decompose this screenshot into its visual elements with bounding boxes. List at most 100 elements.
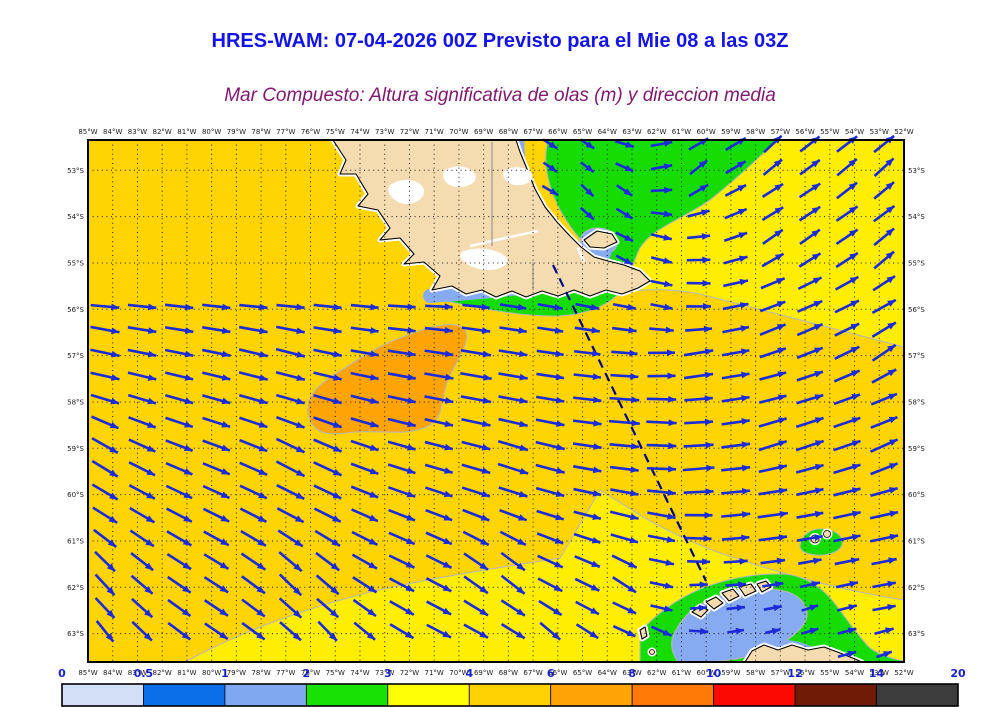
wave-direction-arrowhead — [591, 326, 600, 334]
wave-direction-arrowhead — [667, 372, 676, 380]
lon-label-bottom: 53°W — [870, 669, 889, 677]
lon-label-bottom: 77°W — [276, 669, 295, 677]
wave-direction-arrowhead — [405, 607, 414, 615]
wave-direction-arrowhead — [663, 280, 673, 288]
wave-direction-arrowhead — [849, 229, 858, 237]
wave-direction-arrowhead — [481, 420, 491, 428]
wave-direction-arrowhead — [369, 491, 379, 498]
wave-direction-arrowhead — [442, 607, 452, 615]
wave-direction-arrowhead — [849, 580, 858, 588]
wave-direction-arrowhead — [556, 467, 565, 474]
wave-direction-arrowhead — [624, 164, 634, 172]
island-dot — [649, 649, 655, 655]
wave-height-colorbar: 0 0.5 1 2 3 4 6 8 10 12 14 20 — [58, 667, 966, 707]
wave-direction-arrowhead — [105, 633, 114, 642]
wave-direction-arrowhead — [630, 466, 639, 473]
lon-label-top: 78°W — [251, 128, 270, 136]
wave-direction-arrowhead — [887, 603, 896, 611]
lon-label-bottom: 54°W — [845, 669, 864, 677]
wave-direction-arrowhead — [814, 487, 824, 495]
wave-direction-arrowhead — [741, 487, 751, 495]
wave-direction-arrowhead — [479, 630, 489, 638]
wave-direction-arrowhead — [220, 514, 230, 522]
colorbar-segment — [61, 683, 144, 707]
wave-direction-arrowhead — [553, 584, 563, 592]
wave-direction-arrowhead — [146, 468, 156, 476]
wave-direction-arrowhead — [444, 326, 453, 334]
lat-label-left: 57°S — [67, 352, 84, 360]
lon-label-bottom: 55°W — [820, 669, 839, 677]
wave-direction-arrowhead — [330, 562, 340, 571]
wave-direction-arrowhead — [219, 631, 228, 640]
wave-direction-arrowhead — [109, 492, 118, 500]
wave-direction-arrowhead — [294, 515, 304, 523]
wave-direction-arrowhead — [516, 608, 525, 616]
wave-direction-arrowhead — [442, 584, 452, 592]
wave-direction-arrowhead — [293, 587, 302, 596]
lat-label-left: 54°S — [67, 213, 84, 221]
lat-label-left: 53°S — [67, 167, 84, 175]
wave-direction-arrowhead — [887, 344, 896, 353]
wave-direction-arrowhead — [811, 253, 821, 261]
wave-direction-arrowhead — [778, 440, 787, 447]
lon-label-bottom: 78°W — [251, 669, 270, 677]
lon-label-bottom: 75°W — [326, 669, 345, 677]
colorbar-segment — [143, 683, 226, 707]
wave-direction-arrowhead — [147, 374, 157, 381]
wave-direction-arrowhead — [442, 561, 452, 568]
wave-direction-arrowhead — [585, 188, 594, 197]
wave-direction-arrowhead — [110, 397, 120, 405]
wave-direction-arrowhead — [370, 303, 379, 311]
wave-direction-arrowhead — [183, 444, 193, 452]
wave-direction-arrowhead — [741, 371, 750, 379]
wave-direction-arrowhead — [369, 467, 379, 475]
wave-direction-arrowhead — [809, 627, 819, 635]
wave-direction-arrowhead — [443, 490, 453, 498]
wave-direction-arrowhead — [625, 141, 634, 148]
lon-label-top: 66°W — [548, 128, 567, 136]
wave-direction-arrowhead — [221, 397, 231, 405]
wave-direction-arrowhead — [106, 563, 116, 572]
wave-direction-arrowhead — [850, 346, 860, 354]
wave-direction-arrowhead — [370, 373, 379, 381]
axis-labels: 85°W 85°W 84°W 84°W 83°W 83°W 82°W 82°W 81°W 81°W… — [67, 128, 925, 677]
map-frame — [87, 139, 905, 663]
wave-direction-arrowhead — [741, 534, 750, 542]
wave-direction-arrowhead — [404, 631, 414, 639]
wave-direction-arrowhead — [184, 421, 193, 428]
wave-direction-arrowhead — [736, 604, 745, 612]
lon-label-top: 70°W — [449, 128, 468, 136]
wave-direction-arrowhead — [370, 327, 379, 334]
wave-direction-arrowhead — [702, 558, 711, 566]
wave-direction-arrowhead — [885, 627, 894, 635]
shetland-island-2 — [705, 596, 724, 610]
wave-direction-arrowhead — [333, 350, 342, 358]
wave-direction-arrowhead — [144, 609, 153, 618]
lon-label-bottom: 76°W — [301, 669, 320, 677]
wave-direction-arrowhead — [631, 419, 640, 427]
wave-direction-arrowhead — [814, 394, 824, 401]
wave-direction-arrowhead — [259, 327, 268, 335]
wave-direction-arrowhead — [741, 441, 751, 449]
lat-label-right: 53°S — [908, 167, 925, 175]
wave-direction-arrowhead — [184, 303, 194, 311]
wave-direction-arrowhead — [444, 350, 454, 358]
isla-de-los-estados — [583, 230, 618, 249]
lat-label-right: 63°S — [908, 630, 925, 638]
wave-direction-arrowhead — [443, 537, 452, 545]
lat-label-left: 59°S — [67, 445, 84, 453]
wave-direction-arrowhead — [811, 229, 820, 238]
wave-direction-arrowhead — [851, 394, 861, 401]
wave-direction-arrowhead — [518, 327, 527, 334]
wave-direction-arrowhead — [699, 184, 709, 192]
wave-direction-arrowhead — [407, 397, 416, 404]
wave-direction-arrowhead — [295, 469, 305, 477]
wave-direction-arrowhead — [258, 397, 268, 405]
wave-direction-arrowhead — [663, 257, 672, 264]
wave-direction-arrowhead — [367, 585, 377, 593]
lon-label-bottom: 68°W — [499, 669, 518, 677]
lon-label-top: 65°W — [573, 128, 592, 136]
lon-label-bottom: 74°W — [350, 669, 369, 677]
wave-direction-arrowhead — [883, 651, 892, 658]
